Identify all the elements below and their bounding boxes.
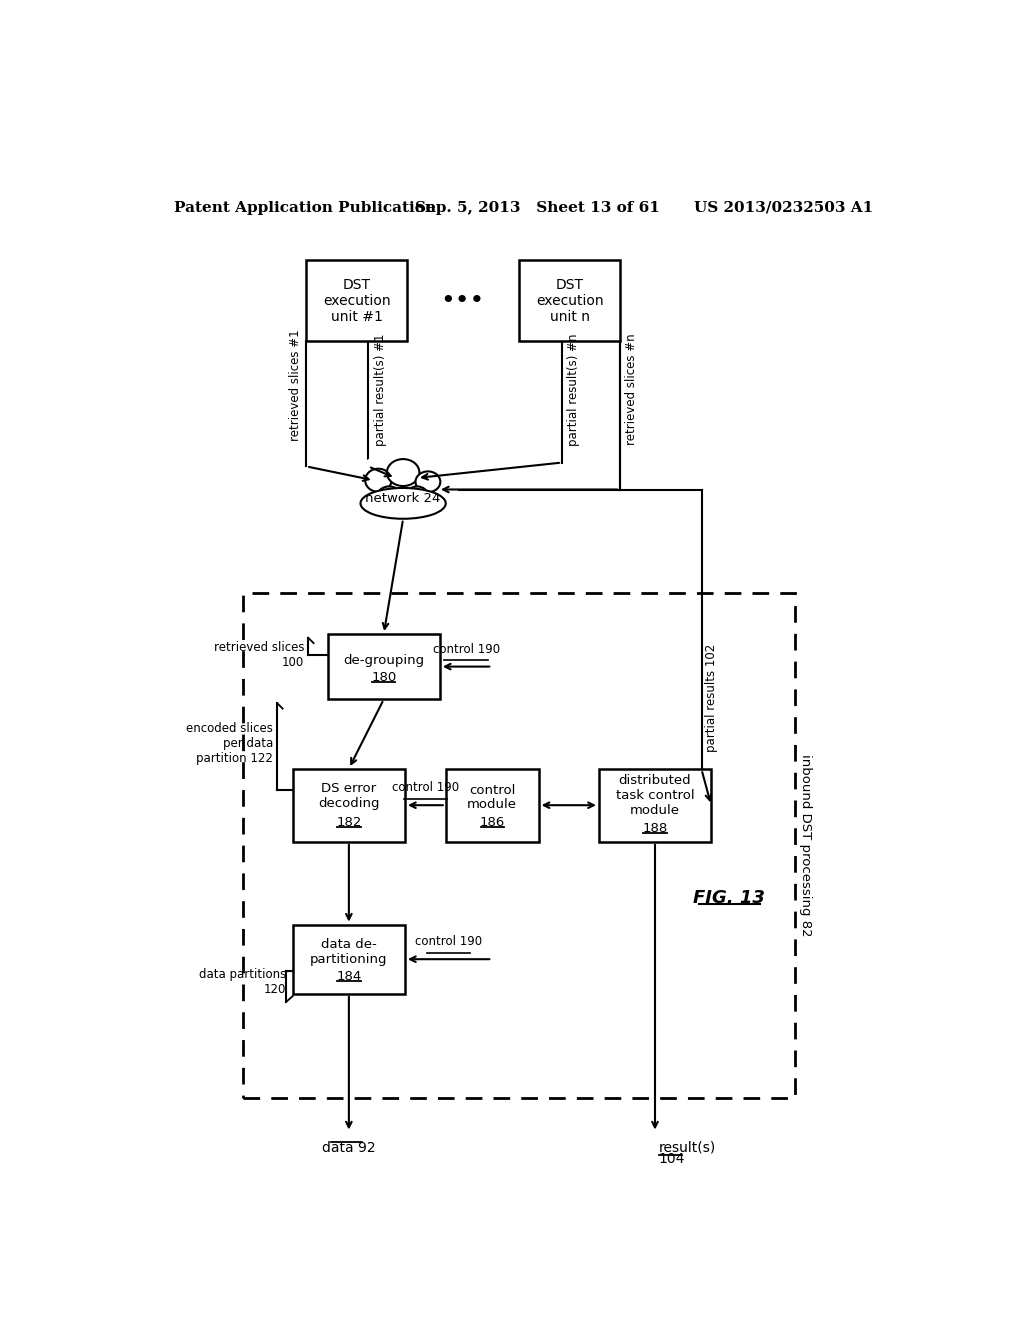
Text: encoded slices
per data
partition 122: encoded slices per data partition 122: [186, 722, 273, 766]
Ellipse shape: [416, 471, 440, 492]
Text: partial result(s) #n: partial result(s) #n: [567, 333, 581, 446]
Bar: [519, 260, 621, 342]
Text: DST
execution
unit #1: DST execution unit #1: [323, 277, 390, 323]
Text: US 2013/0232503 A1: US 2013/0232503 A1: [693, 201, 873, 215]
Bar: [293, 924, 406, 994]
Text: 180: 180: [371, 671, 396, 684]
Text: control 190: control 190: [415, 936, 482, 949]
Bar: [293, 768, 406, 842]
Ellipse shape: [360, 488, 445, 519]
Text: de-grouping: de-grouping: [343, 653, 424, 667]
Text: 188: 188: [642, 822, 668, 834]
Ellipse shape: [387, 459, 420, 486]
Text: partial result(s) #1: partial result(s) #1: [374, 333, 387, 446]
Text: distributed
task control
module: distributed task control module: [615, 775, 694, 817]
Bar: [599, 768, 712, 842]
Text: control
module: control module: [467, 784, 517, 812]
Ellipse shape: [349, 451, 458, 528]
Text: retrieved slices #n: retrieved slices #n: [625, 334, 638, 445]
Bar: [328, 634, 440, 700]
Text: 186: 186: [479, 816, 505, 829]
Text: Sep. 5, 2013   Sheet 13 of 61: Sep. 5, 2013 Sheet 13 of 61: [415, 201, 659, 215]
Text: data de-
partitioning: data de- partitioning: [310, 937, 388, 965]
Text: •••: •••: [440, 289, 485, 313]
Ellipse shape: [407, 487, 428, 506]
Text: FIG. 13: FIG. 13: [692, 888, 765, 907]
Bar: [445, 768, 539, 842]
Bar: [243, 594, 795, 1098]
Ellipse shape: [366, 469, 391, 492]
Text: control 190: control 190: [392, 781, 459, 795]
Text: result(s): result(s): [658, 1140, 716, 1155]
Text: Patent Application Publication: Patent Application Publication: [174, 201, 436, 215]
Ellipse shape: [378, 487, 400, 506]
Text: 104: 104: [658, 1152, 685, 1167]
Text: network 24: network 24: [366, 492, 440, 506]
Text: retrieved slices
100: retrieved slices 100: [214, 642, 304, 669]
Text: data partitions
120: data partitions 120: [200, 969, 287, 997]
Text: control 190: control 190: [432, 643, 500, 656]
Text: 184: 184: [336, 970, 361, 982]
Text: 182: 182: [336, 816, 361, 829]
Text: retrieved slices #1: retrieved slices #1: [289, 330, 302, 441]
Text: data 92: data 92: [323, 1140, 376, 1155]
Text: inbound DST processing 82: inbound DST processing 82: [799, 754, 812, 937]
Text: DS error
decoding: DS error decoding: [318, 781, 380, 810]
Bar: [306, 260, 407, 342]
Text: DST
execution
unit n: DST execution unit n: [536, 277, 603, 323]
Text: partial results 102: partial results 102: [705, 643, 718, 751]
